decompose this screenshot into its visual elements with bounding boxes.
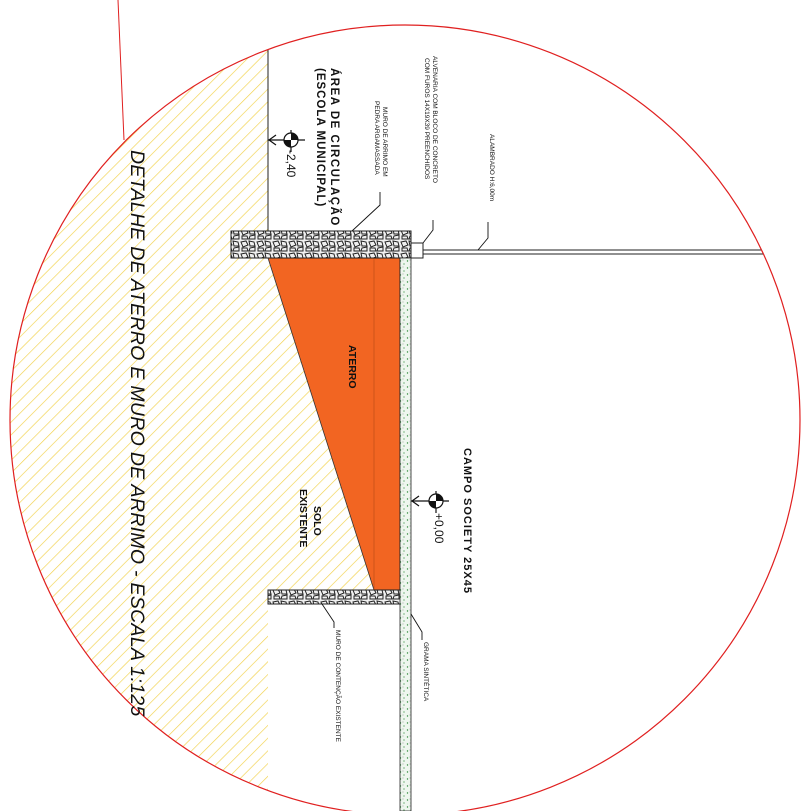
muro-arrimo-label-line1: MURO DE ARRIMO EM: [381, 107, 388, 177]
artificial-grass-strip: [399, 257, 412, 811]
detail-title: DETALHE DE ATERRO E MURO DE ARRIMO - ESC…: [126, 150, 148, 717]
muro-contencao-label: MURO DE CONTENÇÃO EXISTENTE: [334, 630, 343, 743]
muro-arrimo-label-line2: PEDRA ARGAMASSADA: [373, 101, 380, 175]
level-bottom-label: +0,00: [432, 513, 446, 544]
aterro-label: ATERRO: [346, 345, 358, 389]
level-marker-bottom: [410, 491, 449, 513]
alambrado-leader: [477, 222, 489, 251]
concrete-block-masonry: [410, 242, 424, 259]
solo-label-line1: SOLO: [311, 506, 323, 536]
alvenaria-label-line1: ALVENARIA COM BLOCO DE CONCRETO: [431, 56, 438, 183]
alvenaria-leader: [422, 220, 434, 244]
retaining-wall-existing: [267, 589, 403, 605]
muro-arrimo-leader: [351, 192, 381, 232]
campo-label: CAMPO SOCIETY 25X45: [461, 448, 473, 594]
level-top-label: -2,40: [284, 150, 298, 178]
alvenaria-label-line2: COM FUROS 14X19X39 PREENCHIDOS: [423, 58, 430, 180]
muro-contencao-leader: [321, 603, 335, 628]
existing-soil-area: [10, 25, 402, 811]
alambrado-label: ALAMBRADO H:6,00m: [488, 134, 495, 201]
retaining-wall-stone-top: [230, 230, 412, 259]
detail-circle: [9, 24, 801, 811]
area-label-line1: ÁREA DE CIRCULAÇÃO: [328, 68, 341, 227]
area-label-line2: (ESCOLA MUNICIPAL): [314, 68, 326, 207]
level-marker-top: [267, 130, 305, 152]
callout-leader-line: [117, 0, 125, 141]
grama-label: GRAMA SINTÉTICA: [422, 642, 431, 702]
grama-leader: [410, 613, 423, 640]
solo-label-line2: EXISTENTE: [297, 489, 309, 547]
